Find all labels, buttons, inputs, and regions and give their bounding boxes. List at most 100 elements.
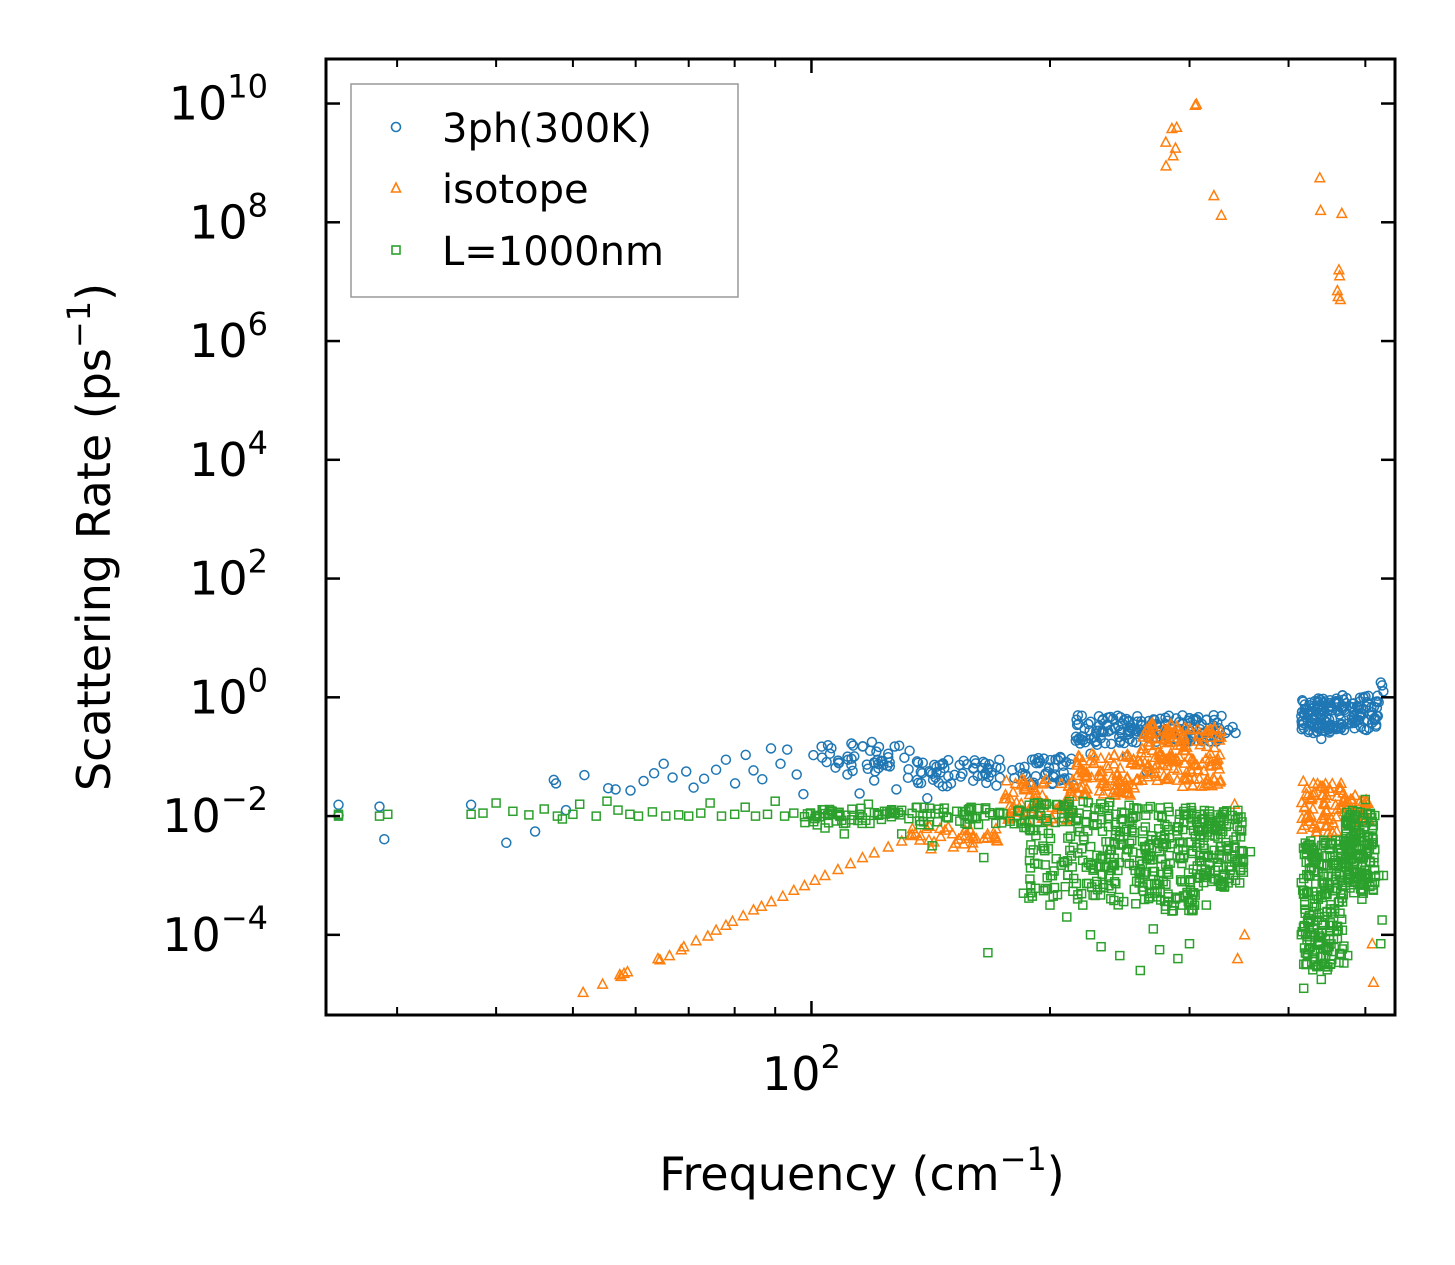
data-point (1130, 865, 1140, 876)
data-point (1345, 868, 1355, 879)
data-point (1143, 804, 1153, 814)
data-point (1094, 776, 1108, 789)
data-point (1231, 952, 1244, 964)
data-point (1297, 926, 1307, 937)
data-point (1310, 879, 1321, 889)
data-point (966, 836, 979, 848)
data-point (1318, 860, 1329, 870)
data-point (1161, 736, 1174, 748)
data-point (1027, 781, 1040, 793)
data-point (466, 809, 476, 820)
data-point (1184, 938, 1195, 949)
data-point (688, 782, 699, 793)
data-point (906, 827, 919, 840)
data-point (1153, 753, 1166, 765)
data-point (1109, 877, 1120, 887)
data-point (1015, 772, 1029, 785)
data-point (1301, 848, 1312, 858)
data-point (1361, 696, 1373, 708)
data-point (1038, 825, 1048, 836)
data-point (776, 889, 789, 901)
data-point (633, 811, 644, 821)
data-point (1177, 743, 1190, 755)
data-point (1096, 726, 1107, 738)
data-point (826, 742, 837, 754)
data-point (1173, 727, 1186, 740)
data-point (1310, 894, 1320, 904)
data-point (1156, 861, 1166, 872)
data-point (779, 811, 790, 821)
data-point (1142, 738, 1155, 751)
data-point (613, 805, 623, 815)
data-point (1137, 767, 1150, 779)
data-point (1127, 826, 1137, 836)
data-point (914, 829, 927, 841)
data-point (757, 774, 768, 785)
data-point (1051, 854, 1061, 864)
data-point (1190, 715, 1201, 727)
data-point (886, 804, 897, 815)
data-point (1194, 872, 1205, 883)
data-point (1071, 755, 1084, 768)
data-point (1193, 772, 1206, 784)
data-point (1190, 97, 1203, 109)
data-point (1005, 816, 1015, 826)
data-point (988, 828, 1001, 840)
data-point (1071, 816, 1081, 826)
data-point (1308, 965, 1318, 975)
data-point (1314, 694, 1326, 705)
data-point (1149, 750, 1162, 763)
data-point (1071, 768, 1084, 781)
data-point (884, 808, 895, 818)
data-point (1207, 771, 1220, 783)
data-point (1043, 762, 1055, 773)
data-point (1091, 725, 1102, 737)
data-point (1214, 730, 1228, 742)
data-point (1106, 738, 1117, 750)
data-point (1360, 701, 1372, 712)
data-point (696, 808, 706, 818)
data-point (1109, 860, 1120, 871)
data-point (1224, 841, 1234, 851)
data-point (1078, 769, 1092, 781)
data-point (1104, 811, 1114, 821)
data-point (1029, 786, 1042, 798)
data-point (911, 756, 923, 767)
data-point (1299, 943, 1310, 953)
data-point (1175, 875, 1186, 885)
data-point (1334, 292, 1347, 305)
data-point (1146, 716, 1159, 728)
data-point (1221, 821, 1232, 832)
data-point (1319, 777, 1332, 789)
data-point (1007, 785, 1020, 797)
data-point (1092, 884, 1103, 895)
data-point (579, 769, 590, 781)
data-point (1314, 203, 1327, 216)
data-point (1313, 939, 1324, 949)
data-point (762, 809, 773, 820)
data-point (1210, 753, 1223, 765)
data-point (529, 826, 541, 837)
data-point (1121, 824, 1132, 835)
data-point (980, 769, 991, 780)
data-point (972, 770, 983, 782)
data-point (846, 738, 857, 749)
data-point (1227, 721, 1238, 733)
data-point (1122, 786, 1135, 799)
data-point (1298, 889, 1309, 899)
data-point (1191, 758, 1204, 771)
data-point (895, 810, 905, 820)
data-point (1200, 726, 1213, 739)
data-point (1303, 917, 1313, 928)
data-point (1052, 800, 1063, 810)
data-point (647, 807, 658, 817)
data-point (842, 769, 853, 780)
data-point (1064, 784, 1078, 796)
data-point (957, 837, 970, 849)
data-point (1109, 774, 1122, 786)
data-point (1349, 887, 1359, 898)
data-point (1202, 827, 1213, 837)
data-point (1191, 722, 1204, 734)
data-point (1358, 813, 1368, 823)
data-point (1169, 141, 1182, 153)
